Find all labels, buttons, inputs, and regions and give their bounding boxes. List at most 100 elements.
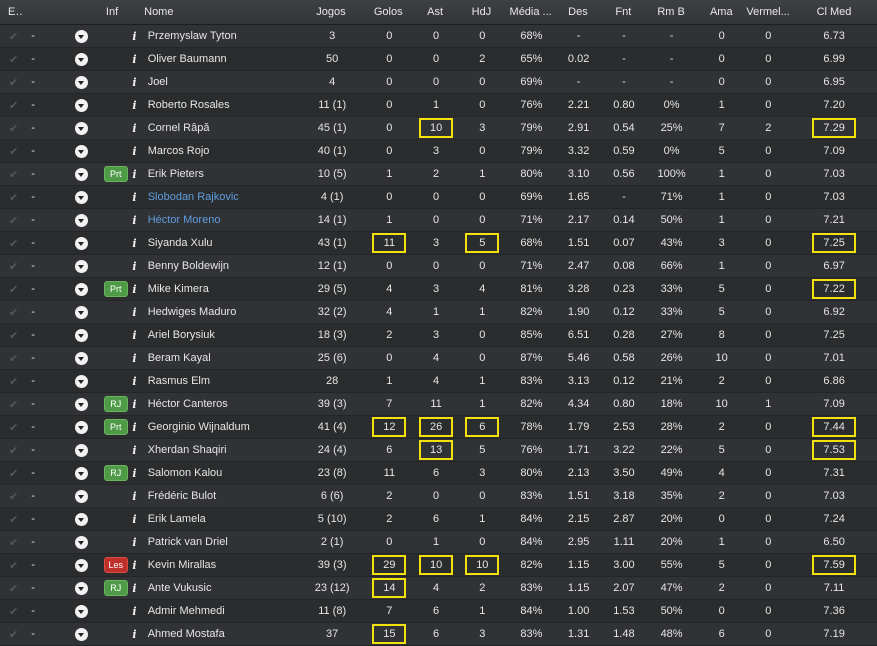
dropdown-arrow-icon[interactable] bbox=[75, 558, 89, 572]
player-name[interactable]: Marcos Rojo bbox=[147, 145, 210, 157]
col-header-rmb[interactable]: Rm B bbox=[657, 6, 685, 18]
select-cell[interactable]: ✔ bbox=[0, 375, 23, 388]
player-name[interactable]: Rasmus Elm bbox=[147, 375, 211, 387]
dropdown-arrow-icon[interactable] bbox=[75, 581, 89, 595]
player-name[interactable]: Ariel Borysiuk bbox=[147, 329, 215, 341]
check-icon[interactable]: ✔ bbox=[9, 122, 19, 135]
select-cell[interactable]: ✔ bbox=[0, 283, 23, 296]
table-row[interactable]: ✔ - Prt i Georginio Wijnaldum 41 (4) 12 26 6 78% 1… bbox=[0, 416, 877, 439]
info-cell[interactable]: i bbox=[132, 490, 145, 503]
info-icon[interactable]: i bbox=[132, 75, 137, 89]
table-row[interactable]: ✔ - i Rasmus Elm 28 1 4 1 83% 3.13 0.12 21% 2 0 6.86 bbox=[0, 370, 877, 393]
info-cell[interactable]: i bbox=[132, 329, 145, 342]
dropdown-cell[interactable] bbox=[75, 190, 104, 204]
info-cell[interactable]: i bbox=[132, 122, 145, 135]
col-header-ast[interactable]: Ast bbox=[427, 6, 444, 18]
dropdown-arrow-icon[interactable] bbox=[75, 98, 89, 112]
info-cell[interactable]: i bbox=[132, 605, 145, 618]
select-cell[interactable]: ✔ bbox=[0, 99, 23, 112]
table-row[interactable]: ✔ - Prt i Mike Kimera 29 (5) 4 3 4 81% 3.28 0.23 33%… bbox=[0, 278, 877, 301]
info-icon[interactable]: i bbox=[132, 144, 137, 158]
dropdown-cell[interactable] bbox=[75, 213, 104, 227]
table-row[interactable]: ✔ - i Marcos Rojo 40 (1) 0 3 0 79% 3.32 0.59 0% 5 0 7.… bbox=[0, 140, 877, 163]
info-icon[interactable]: i bbox=[132, 558, 137, 572]
dropdown-cell[interactable] bbox=[75, 144, 104, 158]
dropdown-cell[interactable] bbox=[75, 29, 104, 43]
player-name[interactable]: Salomon Kalou bbox=[147, 467, 223, 479]
dropdown-cell[interactable] bbox=[75, 397, 104, 411]
col-header-fnt[interactable]: Fnt bbox=[615, 6, 632, 18]
select-cell[interactable]: ✔ bbox=[0, 214, 23, 227]
select-cell[interactable]: ✔ bbox=[0, 145, 23, 158]
check-icon[interactable]: ✔ bbox=[9, 559, 19, 572]
dropdown-arrow-icon[interactable] bbox=[75, 328, 89, 342]
dropdown-arrow-icon[interactable] bbox=[75, 213, 89, 227]
check-icon[interactable]: ✔ bbox=[9, 628, 19, 641]
player-name[interactable]: Slobodan Rajkovic bbox=[147, 191, 239, 203]
check-icon[interactable]: ✔ bbox=[9, 191, 19, 204]
player-name[interactable]: Oliver Baumann bbox=[147, 53, 227, 65]
table-row[interactable]: ✔ - Les i Kevin Mirallas 39 (3) 29 10 10 82% 1.15 3… bbox=[0, 554, 877, 577]
info-cell[interactable]: i bbox=[132, 582, 145, 595]
dropdown-arrow-icon[interactable] bbox=[75, 489, 89, 503]
info-icon[interactable]: i bbox=[132, 190, 137, 204]
info-cell[interactable]: i bbox=[132, 467, 145, 480]
check-icon[interactable]: ✔ bbox=[9, 30, 19, 43]
info-icon[interactable]: i bbox=[132, 282, 137, 296]
dropdown-arrow-icon[interactable] bbox=[75, 236, 89, 250]
player-name[interactable]: Hedwiges Maduro bbox=[147, 306, 237, 318]
info-icon[interactable]: i bbox=[132, 489, 137, 503]
dropdown-arrow-icon[interactable] bbox=[75, 29, 89, 43]
check-icon[interactable]: ✔ bbox=[9, 513, 19, 526]
dropdown-cell[interactable] bbox=[75, 305, 104, 319]
dropdown-cell[interactable] bbox=[75, 581, 104, 595]
player-name[interactable]: Georginio Wijnaldum bbox=[147, 421, 250, 433]
table-row[interactable]: ✔ - i Patrick van Driel 2 (1) 0 1 0 84% 2.95 1.11 2… bbox=[0, 531, 877, 554]
check-icon[interactable]: ✔ bbox=[9, 375, 19, 388]
info-cell[interactable]: i bbox=[132, 628, 145, 641]
col-header-des[interactable]: Des bbox=[568, 6, 588, 18]
player-name[interactable]: Héctor Canteros bbox=[147, 398, 228, 410]
player-name[interactable]: Kevin Mirallas bbox=[147, 559, 217, 571]
dropdown-arrow-icon[interactable] bbox=[75, 259, 89, 273]
dropdown-cell[interactable] bbox=[75, 374, 104, 388]
table-row[interactable]: ✔ - Prt i Erik Pieters 10 (5) 1 2 1 80% 3.10 0.56 10… bbox=[0, 163, 877, 186]
info-cell[interactable]: i bbox=[132, 260, 145, 273]
check-icon[interactable]: ✔ bbox=[9, 260, 19, 273]
dropdown-cell[interactable] bbox=[75, 535, 104, 549]
col-header-media[interactable]: Média ... bbox=[509, 6, 552, 18]
info-cell[interactable]: i bbox=[132, 145, 145, 158]
info-icon[interactable]: i bbox=[132, 259, 137, 273]
table-row[interactable]: ✔ - i Admir Mehmedi 11 (8) 7 6 1 84% 1.00 1.53 50% 0… bbox=[0, 600, 877, 623]
dropdown-cell[interactable] bbox=[75, 466, 104, 480]
check-icon[interactable]: ✔ bbox=[9, 490, 19, 503]
table-row[interactable]: ✔ - i Slobodan Rajkovic 4 (1) 0 0 0 69% 1.65-71% 1… bbox=[0, 186, 877, 209]
player-name[interactable]: Admir Mehmedi bbox=[147, 605, 225, 617]
dropdown-cell[interactable] bbox=[75, 98, 104, 112]
select-cell[interactable]: ✔ bbox=[0, 536, 23, 549]
select-cell[interactable]: ✔ bbox=[0, 329, 23, 342]
col-header-inf[interactable]: Inf bbox=[105, 6, 119, 18]
player-name[interactable]: Héctor Moreno bbox=[147, 214, 221, 226]
info-icon[interactable]: i bbox=[132, 420, 137, 434]
col-header-hdj[interactable]: HdJ bbox=[471, 6, 492, 18]
select-cell[interactable]: ✔ bbox=[0, 559, 23, 572]
select-cell[interactable]: ✔ bbox=[0, 53, 23, 66]
dropdown-cell[interactable] bbox=[75, 167, 104, 181]
info-icon[interactable]: i bbox=[132, 351, 137, 365]
info-icon[interactable]: i bbox=[132, 604, 137, 618]
col-header-jogos[interactable]: Jogos bbox=[316, 6, 346, 18]
check-icon[interactable]: ✔ bbox=[9, 283, 19, 296]
check-icon[interactable]: ✔ bbox=[9, 214, 19, 227]
info-cell[interactable]: i bbox=[132, 53, 145, 66]
player-name[interactable]: Roberto Rosales bbox=[147, 99, 230, 111]
player-name[interactable]: Ahmed Mostafa bbox=[147, 628, 225, 640]
select-cell[interactable]: ✔ bbox=[0, 30, 23, 43]
select-cell[interactable]: ✔ bbox=[0, 582, 23, 595]
dropdown-arrow-icon[interactable] bbox=[75, 420, 89, 434]
select-cell[interactable]: ✔ bbox=[0, 260, 23, 273]
info-icon[interactable]: i bbox=[132, 466, 137, 480]
info-icon[interactable]: i bbox=[132, 443, 137, 457]
dropdown-arrow-icon[interactable] bbox=[75, 443, 89, 457]
check-icon[interactable]: ✔ bbox=[9, 444, 19, 457]
